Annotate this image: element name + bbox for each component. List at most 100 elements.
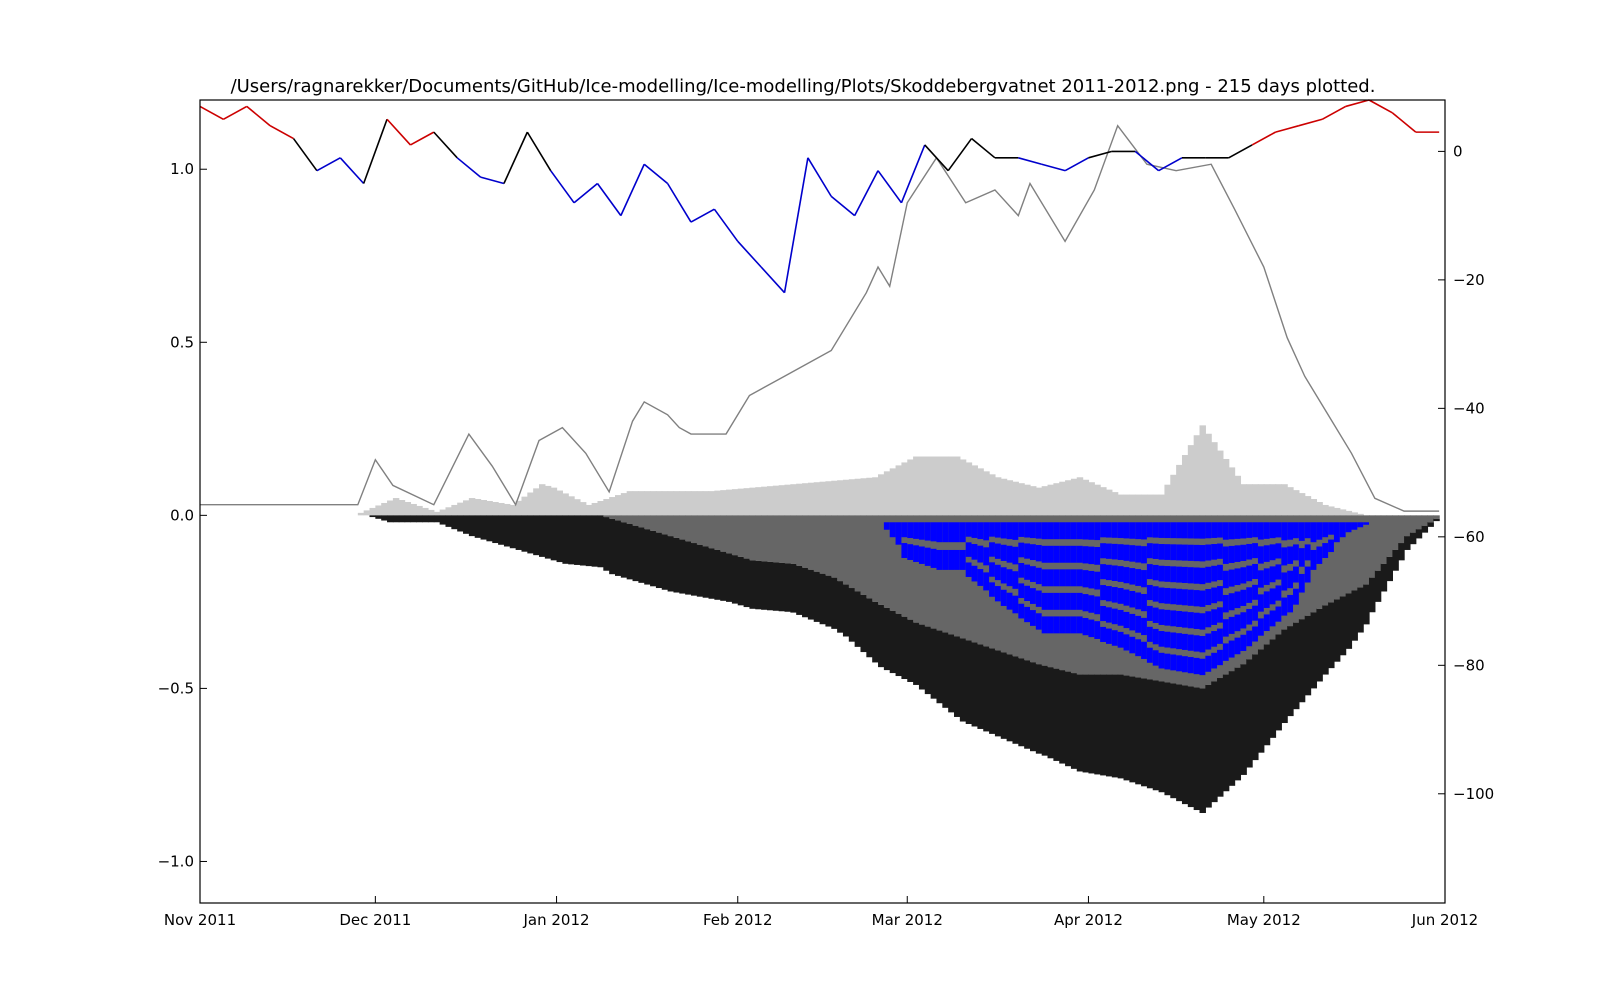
black-ice-bar [971,642,978,727]
slush-bar [1164,609,1171,626]
slush-bar [1228,616,1236,634]
temperature-segment [643,163,669,185]
slush-ice-bar [708,515,715,549]
slush-bar [1000,544,1008,561]
slush-bar [1141,570,1148,588]
snow-bar [550,487,558,516]
slush-bar [1357,522,1364,528]
slush-bar [965,542,973,557]
slush-bar [1123,611,1130,629]
slush-bar [1076,545,1084,563]
snow-bar [948,456,955,516]
slush-bar [1111,630,1119,646]
slush-bar [1059,522,1066,540]
slush-ice-bar [1304,515,1312,616]
black-ice-bar [1281,629,1288,724]
slush-bar [1217,522,1224,538]
slush-bar [1035,613,1043,630]
plot-frame [199,99,1446,904]
slush-bar [1047,545,1054,563]
slush-ice-bar [936,515,943,631]
slush-bar [1012,546,1019,565]
slush-ice-bar [1421,515,1429,526]
slush-bar [1193,635,1201,652]
slush-bar [983,547,990,566]
slush-bar [989,582,996,597]
black-ice-bar [644,529,651,585]
slush-bar [1123,522,1130,539]
x-tick-label: Dec 2011 [339,911,411,929]
slush-ice-bar [1047,515,1054,668]
slush-ice-bar [603,515,610,518]
black-ice-bar [1392,549,1399,571]
black-ice-bar [930,628,938,699]
slush-ice-bar [913,515,920,623]
black-ice-bar [597,515,604,568]
snow-bar [831,480,838,516]
slush-bar [1176,633,1183,650]
black-ice-bar [486,515,493,542]
slush-bar [1310,522,1318,543]
black-ice-bar [574,515,581,565]
temperature-segment [666,183,692,223]
black-ice-bar [1088,674,1095,774]
black-ice-bar [1176,684,1183,802]
snow-bar [977,468,984,516]
black-ice-bar [1082,674,1090,773]
slush-bar [983,522,990,541]
slush-bar [1199,545,1206,562]
black-ice-bar [1129,676,1136,783]
slush-ice-bar [918,515,926,625]
slush-ice-bar [895,515,903,614]
snow-bar [562,493,569,516]
slush-bar [930,548,938,568]
black-ice-bar [1351,590,1358,641]
snow-bar [521,496,528,516]
slush-bar [1234,545,1242,562]
slush-bar [1082,570,1090,588]
slush-bar [1187,567,1195,584]
snow-bar [866,477,873,516]
slush-ice-bar [720,515,727,552]
slush-bar [1018,522,1025,537]
slush-ice-bar [1409,515,1417,533]
snow-bar [1328,506,1335,516]
slush-bar [1240,612,1247,629]
snow-bar [778,485,786,516]
x-tick-label: Feb 2012 [703,911,773,929]
slush-bar [1222,594,1230,613]
black-ice-bar [515,515,523,550]
slush-ice-bar [872,515,879,602]
slush-bar [1228,569,1236,587]
slush-bar [1123,567,1130,584]
slush-bar [1129,636,1136,654]
slush-bar [1222,570,1230,589]
slush-bar [1246,630,1253,647]
black-ice-bar [1339,596,1347,656]
black-ice-bar [685,541,692,595]
snow-bar [889,468,897,516]
slush-bar [1234,591,1242,609]
snow-bar [416,505,423,516]
black-ice-bar [720,551,727,601]
data-lines [199,99,1440,512]
slush-bar [1257,618,1265,636]
slush-bar [1170,522,1177,539]
snow-bar [410,503,417,516]
slush-bar [1105,543,1113,559]
black-ice-bar [1433,518,1440,522]
snow-bar [620,493,628,516]
black-ice-bar [579,515,587,566]
black-ice-bar [609,518,616,575]
slush-bar [971,565,978,582]
snow-bar [872,477,879,516]
slush-ice-bar [761,515,768,562]
slush-bar [1059,616,1066,634]
slush-ice-bar [989,515,996,649]
black-ice-bar [989,648,996,734]
temperature-segment [246,105,271,127]
slush-bar [924,522,932,541]
slush-ice-bar [866,515,873,599]
slush-bar [1170,654,1177,671]
slush-bar [1164,522,1171,539]
